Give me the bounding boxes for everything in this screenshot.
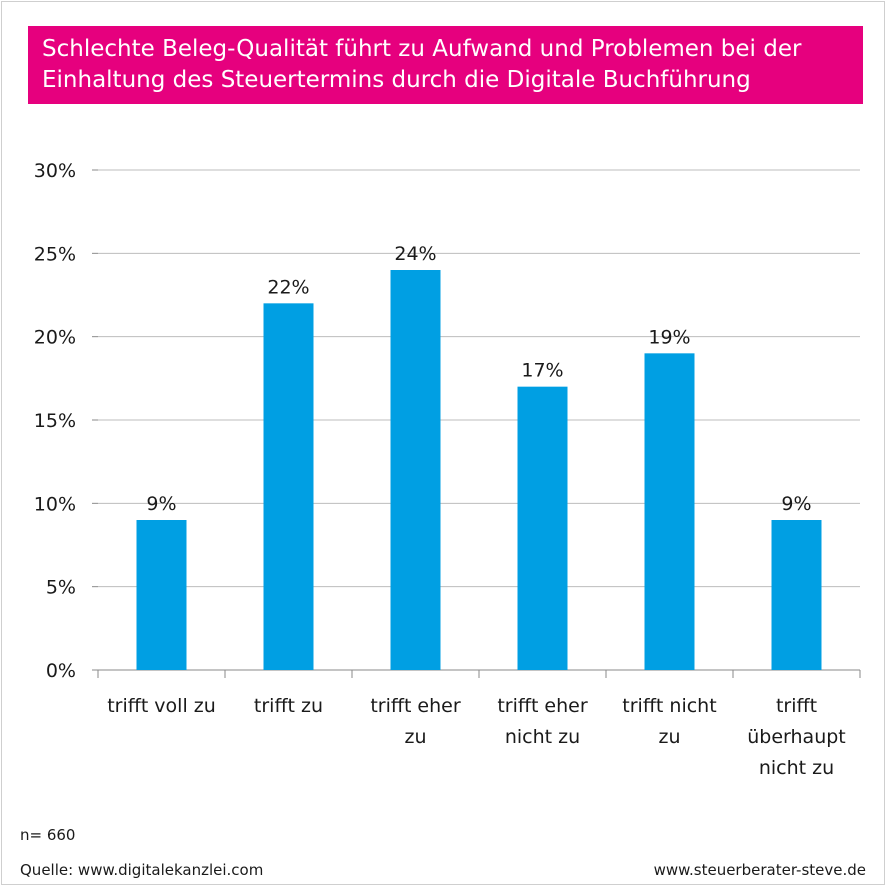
chart-title: Schlechte Beleg-Qualität führt zu Aufwan…	[28, 26, 863, 104]
sample-size-note: n= 660	[20, 826, 76, 844]
website-note: www.steuerberater-steve.de	[653, 861, 866, 879]
x-tick-label: trifft nicht	[622, 695, 716, 717]
x-tick-label: trifft	[776, 695, 817, 717]
bar	[644, 353, 695, 670]
data-label: 19%	[648, 326, 690, 348]
bar	[390, 270, 441, 670]
y-tick-label: 10%	[34, 493, 76, 515]
y-tick-label: 15%	[34, 410, 76, 432]
chart-title-line-2: Einhaltung des Steuertermins durch die D…	[42, 67, 751, 93]
x-tick-label: zu	[404, 726, 426, 748]
bar	[263, 303, 314, 670]
x-tick-label: trifft eher	[370, 695, 461, 717]
x-tick-label: nicht zu	[759, 757, 834, 779]
x-tick-label: zu	[658, 726, 680, 748]
x-tick-label: überhaupt	[747, 726, 846, 748]
x-tick-label: trifft eher	[497, 695, 588, 717]
y-tick-label: 0%	[46, 660, 76, 682]
chart-title-line-1: Schlechte Beleg-Qualität führt zu Aufwan…	[42, 36, 802, 62]
y-tick-label: 20%	[34, 327, 76, 349]
data-label: 9%	[146, 493, 176, 515]
data-label: 24%	[394, 243, 436, 265]
bar	[771, 520, 822, 670]
data-label: 22%	[267, 276, 309, 298]
source-note: Quelle: www.digitalekanzlei.com	[20, 861, 264, 879]
data-label: 9%	[781, 493, 811, 515]
y-tick-label: 25%	[34, 243, 76, 265]
x-tick-label: nicht zu	[505, 726, 580, 748]
x-tick-label: trifft voll zu	[107, 695, 216, 717]
bar	[517, 386, 568, 670]
y-tick-label: 5%	[46, 577, 76, 599]
bar	[136, 520, 187, 670]
x-tick-label: trifft zu	[254, 695, 323, 717]
data-label: 17%	[521, 360, 563, 382]
y-tick-label: 30%	[34, 160, 76, 182]
